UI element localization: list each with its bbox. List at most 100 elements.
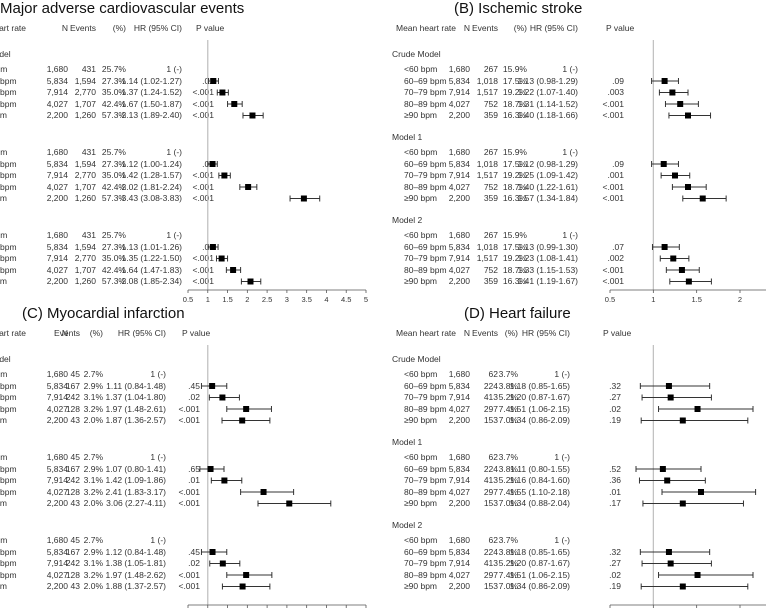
row-hr: 1.14 (1.02-1.27) — [121, 75, 182, 86]
row-rate: <60 bpm — [0, 230, 8, 240]
row-events: 1,517 — [476, 170, 498, 180]
hr-point — [247, 278, 254, 285]
row-events: 2,770 — [74, 170, 96, 180]
col-header-p: P value — [606, 23, 635, 33]
row-n: 4,027 — [448, 569, 470, 580]
row-pct: 15.9% — [502, 230, 527, 240]
forest-plot-c: 0.511.522.533.544.55 — [187, 345, 367, 608]
panel-b: (B) Ischemic stroke Mean heart rate N Event… — [392, 0, 766, 304]
row-hr: 1.97 (1.48-2.62) — [105, 569, 166, 580]
hr-point — [249, 112, 256, 119]
row-n: 5,834 — [448, 75, 470, 86]
row-rate: 60–69 bpm — [404, 158, 447, 169]
row-rate: 60–69 bpm — [404, 380, 447, 391]
col-header-hr: HR (95% CI) — [529, 23, 578, 33]
row-pct: 25.7% — [101, 230, 126, 240]
row-n: 4,027 — [448, 403, 470, 414]
panel-title: Major adverse cardiovascular events — [0, 0, 245, 17]
row-rate: <60 bpm — [0, 452, 8, 462]
row-p: .32 — [609, 546, 621, 557]
row-n: 2,200 — [46, 110, 68, 120]
row-hr: 1.12 (0.84-1.48) — [105, 546, 166, 557]
row-events: 2,770 — [74, 253, 96, 263]
x-tick-label: 4.5 — [341, 295, 351, 304]
x-tick-label: 1.5 — [222, 295, 232, 304]
row-hr: 1.35 (1.22-1.50) — [121, 253, 182, 263]
row-pct: 2.9% — [83, 380, 103, 391]
row-pct: 19.2% — [502, 87, 527, 97]
row-events: 431 — [81, 147, 96, 157]
col-header-hr: HR (95% CI) — [133, 23, 182, 33]
row-rate: 60–69 bpm — [0, 75, 17, 86]
row-p: <.001 — [178, 486, 200, 497]
row-hr: 1.31 (1.14-1.52) — [517, 98, 578, 109]
row-rate: 60–69 bpm — [404, 463, 447, 474]
x-tick-label: 2.5 — [262, 295, 272, 304]
row-p: <.001 — [192, 87, 214, 97]
hr-point — [685, 278, 692, 285]
model-label: Crude Model — [0, 354, 11, 364]
hr-point — [207, 466, 214, 472]
row-hr: 1.13 (0.99-1.30) — [517, 241, 578, 252]
row-pct: 3.7% — [498, 369, 518, 379]
hr-point — [670, 255, 677, 262]
row-rate: 70–79 bpm — [404, 392, 447, 402]
hr-point — [260, 489, 267, 495]
row-n: 5,834 — [448, 158, 470, 169]
panel-a: Major adverse cardiovascular events Mean … — [0, 0, 368, 304]
row-events: 167 — [65, 546, 80, 557]
row-pct: 7.4% — [498, 403, 518, 414]
row-hr: 1.12 (1.00-1.24) — [121, 158, 182, 169]
row-events: 43 — [70, 498, 80, 508]
x-tick-label: 3 — [285, 295, 289, 304]
row-p: <.001 — [602, 276, 624, 286]
row-pct: 3.7% — [498, 452, 518, 462]
row-n: 4,027 — [46, 264, 68, 275]
row-n: 7,914 — [448, 253, 470, 263]
row-n: 7,914 — [448, 170, 470, 180]
row-rate: 70–79 bpm — [0, 87, 17, 97]
row-p: <.001 — [602, 181, 624, 192]
row-p: <.001 — [602, 110, 624, 120]
row-pct: 3.8% — [498, 380, 518, 391]
row-pct: 17.5% — [502, 158, 527, 169]
row-pct: 7.0% — [498, 415, 518, 425]
row-n: 4,027 — [448, 486, 470, 497]
row-rate: 80–89 bpm — [404, 569, 447, 580]
row-p: <.001 — [178, 403, 200, 414]
row-p: .001 — [607, 170, 624, 180]
row-n: 2,200 — [448, 110, 470, 120]
row-events: 1,594 — [74, 241, 96, 252]
row-p: <.001 — [602, 193, 624, 203]
row-p: .32 — [609, 380, 621, 391]
x-tick-label: 3.5 — [301, 295, 311, 304]
hr-point — [209, 244, 216, 250]
row-hr: 1.51 (1.06-2.15) — [509, 403, 570, 414]
row-pct: 25.7% — [101, 64, 126, 74]
row-events: 413 — [483, 558, 498, 568]
row-rate: 60–69 bpm — [0, 158, 17, 169]
row-n: 2,200 — [448, 581, 470, 591]
row-p: <.001 — [192, 181, 214, 192]
row-n: 2,200 — [448, 415, 470, 425]
row-p: .02 — [609, 569, 621, 580]
row-events: 45 — [70, 535, 80, 545]
row-rate: ≥90 bpm — [404, 193, 438, 203]
row-hr: 1.20 (0.87-1.67) — [509, 392, 570, 402]
row-rate: <60 bpm — [0, 64, 8, 74]
row-pct: 2.0% — [83, 498, 103, 508]
row-rate: 70–79 bpm — [0, 253, 17, 263]
row-n: 7,914 — [46, 170, 68, 180]
row-hr: 1.13 (1.01-1.26) — [121, 241, 182, 252]
hr-point — [667, 560, 674, 567]
row-hr: 1 (-) — [554, 369, 570, 379]
panel-c: (C) Myocardial infarction Mean heart rate… — [0, 305, 768, 610]
x-tick-label: 4 — [324, 295, 328, 304]
hr-point — [300, 195, 307, 202]
col-header-rate: Mean heart rate — [0, 328, 27, 338]
row-n: 5,834 — [448, 241, 470, 252]
hr-point — [669, 89, 676, 96]
row-n: 5,834 — [46, 463, 68, 474]
row-hr: 1 (-) — [554, 452, 570, 462]
row-rate: 80–89 bpm — [404, 403, 447, 414]
